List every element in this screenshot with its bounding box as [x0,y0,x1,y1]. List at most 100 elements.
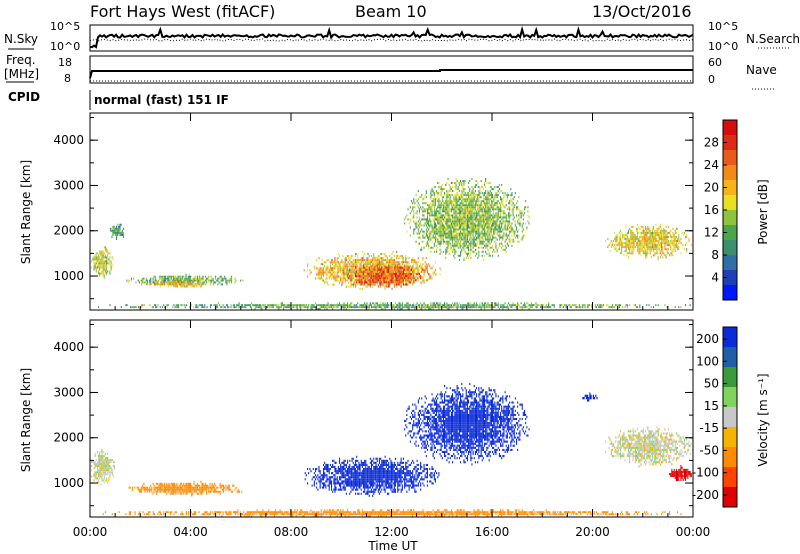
echo-cell [234,281,236,284]
echo-cell [378,306,380,309]
echo-cell [358,259,360,262]
echo-cell [352,275,354,278]
echo-cell [423,214,425,217]
echo-cell [471,208,473,211]
echo-cell [418,212,420,215]
echo-cell [359,306,361,309]
echo-cell [353,268,355,271]
echo-cell [482,242,484,245]
echo-cell [216,306,218,309]
echo-cell [494,196,496,199]
echo-cell [168,282,170,286]
echo-cell [342,306,344,309]
echo-cell [412,265,414,268]
echo-cell [386,306,388,309]
echo-cell [390,257,392,260]
echo-cell [341,267,343,270]
echo-cell [464,188,466,191]
echo-cell [399,306,401,309]
echo-cell [303,304,305,307]
echo-cell [392,277,394,280]
echo-cell [447,192,449,195]
echo-cell [179,279,181,282]
echo-cell [498,210,500,213]
echo-cell [508,234,510,237]
echo-cell [478,208,480,211]
echo-cell [432,218,434,221]
echo-cell [631,250,633,253]
echo-cell [457,306,459,309]
echo-cell [398,265,400,268]
echo-cell [633,242,635,245]
echo-cell [460,244,462,247]
echo-cell [405,261,407,264]
echo-cell [439,267,441,270]
echo-cell [482,220,484,223]
echo-cell [607,246,609,249]
echo-cell [389,281,391,284]
echo-cell [461,200,463,203]
echo-cell [319,277,321,280]
echo-cell [407,302,409,305]
echo-cell [458,200,460,203]
echo-cell [212,283,214,286]
echo-cell [357,259,359,262]
echo-cell [444,206,446,209]
echo-cell [332,271,334,274]
echo-cell [289,304,291,307]
echo-cell [634,238,636,240]
echo-cell [436,302,438,305]
echo-cell [666,248,668,251]
echo-cell [438,226,440,229]
echo-cell [166,306,168,309]
echo-cell [454,248,456,251]
echo-cell [464,212,466,215]
echo-cell [423,236,425,239]
echo-cell [133,306,135,309]
echo-cell [401,304,403,307]
echo-cell [465,236,467,239]
echo-cell [482,250,484,253]
echo-cell [110,262,112,265]
echo-cell [641,246,643,249]
echo-cell [360,261,362,264]
echo-cell [667,240,669,242]
echo-cell [431,304,433,307]
echo-cell [383,281,385,284]
echo-cell [677,246,679,249]
echo-cell [174,279,176,282]
echo-cell [388,279,390,282]
echo-cell [433,230,435,233]
echo-cell [356,261,358,264]
echo-cell [621,246,623,249]
echo-cell [621,248,623,251]
echo-cell [478,246,480,249]
echo-cell [381,263,383,266]
echo-cell [458,210,460,213]
echo-cell [481,234,483,237]
echo-cell [237,304,239,307]
echo-cell [495,202,497,205]
echo-cell [449,210,451,213]
echo-cell [669,244,671,247]
echo-cell [457,198,459,201]
echo-cell [180,304,182,307]
echo-cell [422,212,424,215]
echo-cell [385,275,387,278]
echo-cell [206,281,208,284]
echo-cell [159,285,161,288]
echo-cell [624,238,626,240]
echo-cell [355,269,357,272]
echo-cell [279,306,281,309]
echo-cell [407,261,409,264]
echo-cell [100,250,102,253]
echo-cell [446,218,448,221]
echo-cell [373,261,375,264]
echo-cell [474,202,476,205]
echo-cell [447,304,449,307]
echo-cell [174,285,176,288]
echo-cell [642,240,644,242]
echo-cell [316,259,318,262]
echo-cell [439,240,441,243]
echo-cell [362,263,364,266]
